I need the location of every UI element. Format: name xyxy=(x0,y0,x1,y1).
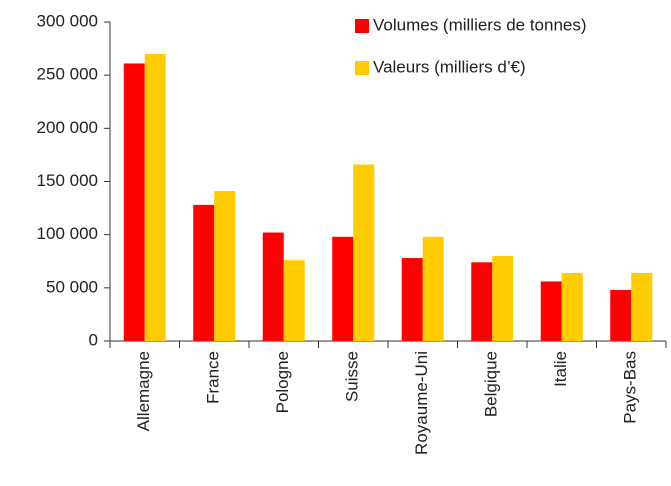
bar xyxy=(492,255,514,341)
bar xyxy=(193,204,215,341)
x-tick-label: Royaume-Uni xyxy=(412,351,431,455)
x-tick-label: Italie xyxy=(551,351,570,387)
bar xyxy=(144,53,166,342)
y-tick-label: 0 xyxy=(89,330,98,349)
y-tick-label: 200 000 xyxy=(37,118,98,137)
bar xyxy=(332,236,354,341)
legend-label: Volumes (milliers de tonnes) xyxy=(373,15,587,34)
bar xyxy=(540,281,562,341)
legend-swatch xyxy=(355,61,369,75)
x-tick-label: Allemagne xyxy=(134,351,153,431)
y-tick-label: 50 000 xyxy=(46,277,98,296)
bar xyxy=(471,262,493,341)
bar xyxy=(262,232,284,341)
bar xyxy=(283,260,305,341)
y-tick-label: 300 000 xyxy=(37,11,98,30)
x-tick-label: Pologne xyxy=(273,351,292,413)
bar xyxy=(631,272,653,341)
bar xyxy=(353,164,375,341)
x-tick-label: France xyxy=(204,351,223,404)
y-tick-label: 100 000 xyxy=(37,224,98,243)
x-tick-label: Belgique xyxy=(482,351,501,417)
x-tick-label: Suisse xyxy=(343,351,362,402)
legend-label: Valeurs (milliers d’€) xyxy=(373,57,526,76)
y-tick-label: 150 000 xyxy=(37,171,98,190)
bar xyxy=(214,191,236,341)
bar xyxy=(123,63,145,341)
y-tick-label: 250 000 xyxy=(37,65,98,84)
legend-swatch xyxy=(355,19,369,33)
bar xyxy=(422,236,444,341)
bar xyxy=(401,258,423,341)
bar xyxy=(610,289,632,341)
bar xyxy=(561,272,583,341)
x-tick-label: Pays-Bas xyxy=(621,351,640,424)
